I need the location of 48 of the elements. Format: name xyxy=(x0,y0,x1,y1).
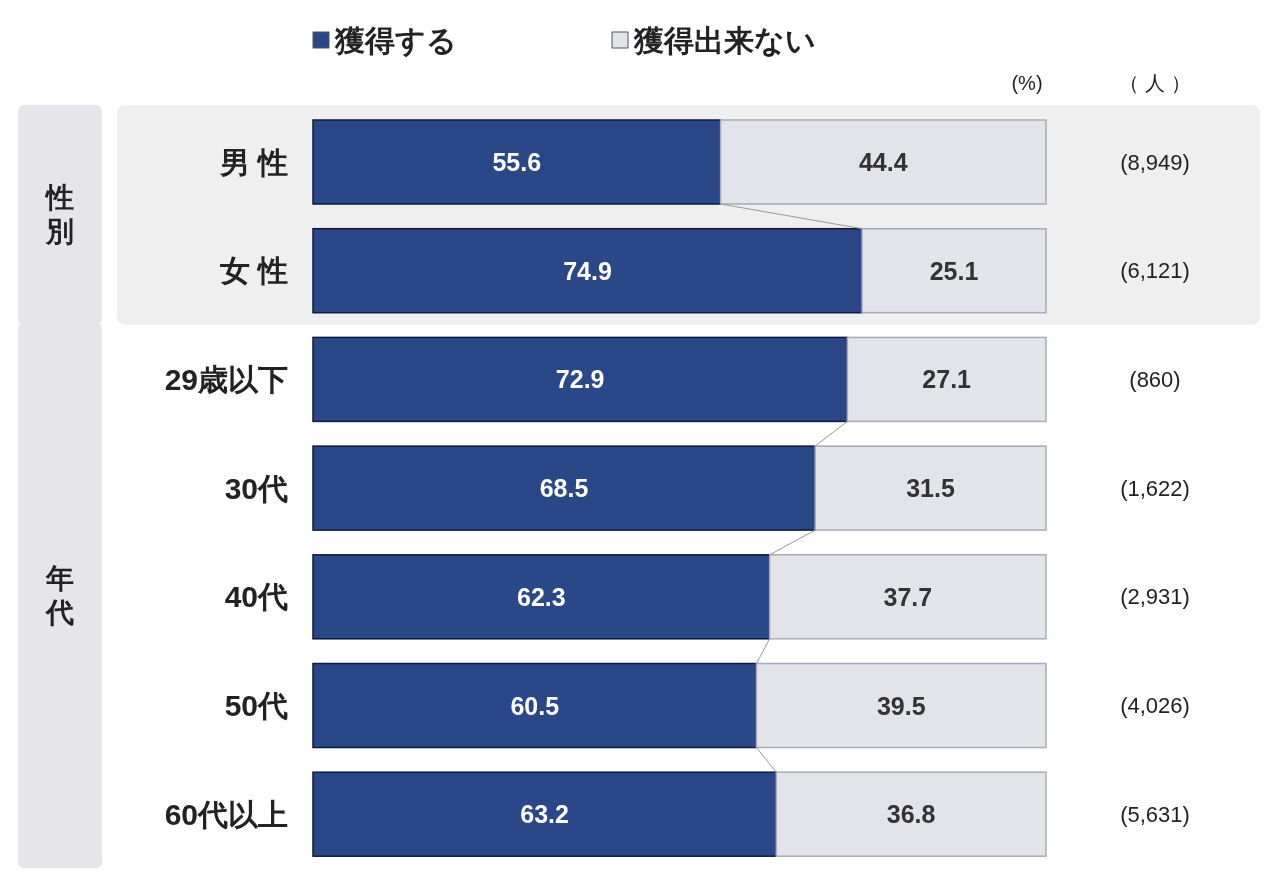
text: 年代 xyxy=(44,562,74,628)
bar xyxy=(861,227,1047,314)
data-label: 74.9 xyxy=(563,256,612,285)
text: (4,026) xyxy=(1120,693,1190,718)
data-label: 72.9 xyxy=(555,365,605,394)
bar xyxy=(814,445,1047,531)
bar xyxy=(755,662,1047,749)
text: 性別 xyxy=(44,182,74,248)
text: (1,622) xyxy=(1120,475,1190,501)
y-tick-label: 40代 xyxy=(224,580,288,614)
y-tick-label: 30代 xyxy=(224,471,288,505)
bar xyxy=(312,119,722,205)
text: (860) xyxy=(1129,366,1181,392)
bar xyxy=(312,554,771,640)
data-label: 39.5 xyxy=(876,691,926,720)
data-label: 60.5 xyxy=(510,691,560,720)
text: (5,631) xyxy=(1120,801,1190,827)
y-tick-label: 男 性 xyxy=(218,145,288,179)
data-label: 62.3 xyxy=(516,582,566,611)
data-label: 27.1 xyxy=(922,365,972,394)
data-label: 25.1 xyxy=(929,256,979,285)
bar xyxy=(312,445,816,531)
bar xyxy=(768,554,1047,640)
text: (%) xyxy=(1011,72,1043,94)
y-tick-label: 29歳以下 xyxy=(164,362,288,396)
bar xyxy=(846,336,1047,423)
data-label: 55.6 xyxy=(492,148,542,176)
bar xyxy=(719,119,1047,205)
data-label: 36.8 xyxy=(886,800,936,829)
text: (6,121) xyxy=(1120,258,1190,284)
bar xyxy=(312,227,863,314)
bar xyxy=(312,336,849,423)
y-tick-label: 女 性 xyxy=(218,254,288,288)
data-label: 31.5 xyxy=(906,474,955,503)
y-tick-label: 60代以上 xyxy=(164,797,288,831)
data-label: 37.7 xyxy=(883,582,933,611)
legend-label: 獲得出来ない xyxy=(633,23,816,57)
data-label: 63.2 xyxy=(520,800,569,829)
bar xyxy=(775,771,1047,857)
text: （ 人 ） xyxy=(1119,72,1191,94)
bar xyxy=(312,771,778,857)
data-label: 68.5 xyxy=(539,474,589,503)
data-label: 44.4 xyxy=(858,148,908,176)
bar xyxy=(312,662,758,749)
legend: 獲得する 獲得出来ない xyxy=(312,23,816,57)
text: (2,931) xyxy=(1120,584,1190,610)
y-tick-label: 50代 xyxy=(224,689,288,722)
text: (8,949) xyxy=(1120,149,1190,175)
